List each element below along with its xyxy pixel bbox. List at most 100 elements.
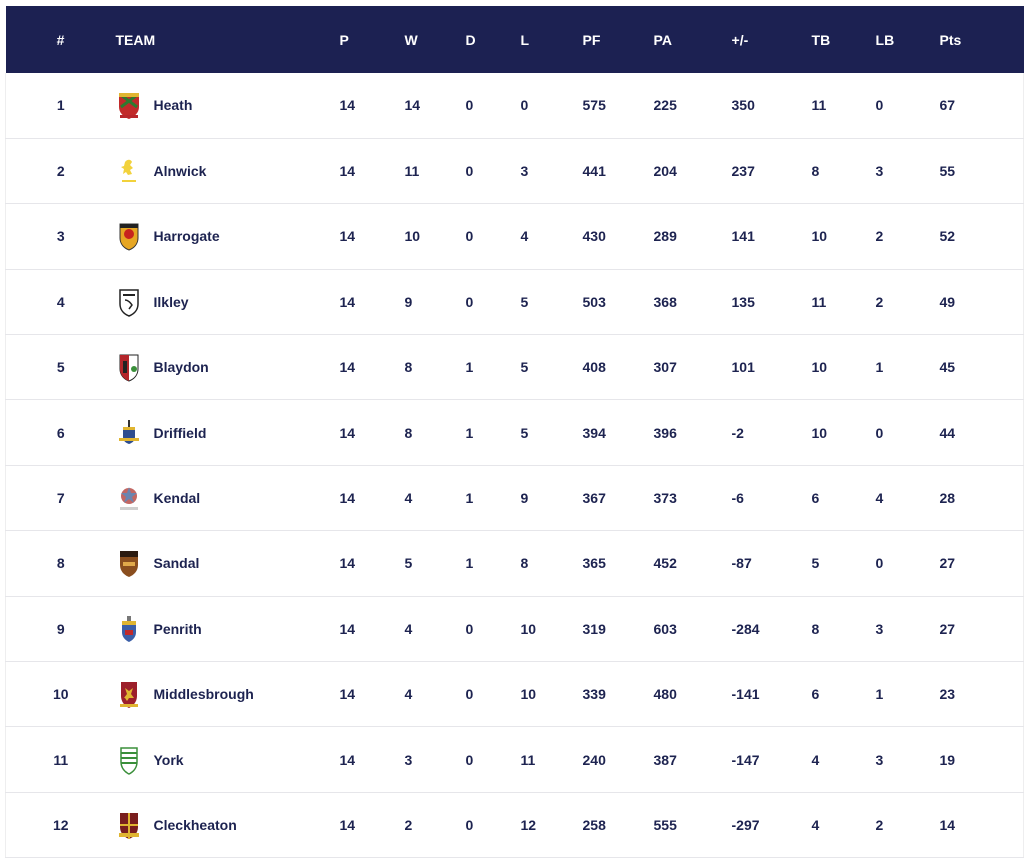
played-cell: 14 — [339, 490, 356, 507]
crest-cell — [116, 792, 154, 857]
drawn-cell: 1 — [465, 555, 474, 572]
played-cell: 14 — [339, 359, 356, 376]
try-bonus-cell: 6 — [811, 686, 820, 703]
table-row: 10 Middlesbrough 14 4 0 10 339 480 -141 6 1 23 — [5, 662, 1024, 727]
points-cell: 44 — [939, 424, 956, 441]
team-name-cell[interactable]: Penrith — [153, 620, 202, 637]
losing-bonus-cell: 0 — [875, 555, 884, 572]
team-name-cell[interactable]: Middlesbrough — [153, 686, 254, 703]
lost-cell: 10 — [520, 620, 537, 637]
played-cell: 14 — [339, 163, 356, 180]
lost-cell: 5 — [520, 293, 529, 310]
position-cell: 8 — [56, 555, 65, 572]
losing-bonus-cell: 0 — [875, 424, 884, 441]
alnwick-crest-icon — [116, 156, 142, 186]
table-row: 5 Blaydon 14 8 1 5 408 307 101 10 1 45 — [5, 335, 1024, 400]
lost-cell: 11 — [520, 751, 536, 768]
won-cell: 14 — [404, 97, 421, 114]
drawn-cell: 1 — [465, 424, 474, 441]
team-name-cell[interactable]: Blaydon — [153, 359, 209, 376]
points-against-cell: 368 — [653, 293, 677, 310]
losing-bonus-cell: 1 — [875, 359, 884, 376]
difference-cell: 101 — [731, 359, 755, 376]
drawn-cell: 1 — [465, 359, 474, 376]
won-cell: 8 — [404, 424, 413, 441]
table-row: 12 Cleckheaton 14 2 0 12 258 555 -297 4 2 14 — [5, 792, 1024, 858]
won-cell: 8 — [404, 359, 413, 376]
points-cell: 23 — [939, 686, 956, 703]
table-row: 7 Kendal 14 4 1 9 367 373 -6 6 4 28 — [5, 465, 1024, 531]
points-for-cell: 367 — [582, 490, 606, 507]
crest-cell — [116, 465, 154, 530]
crest-cell — [116, 662, 154, 727]
difference-cell: 135 — [731, 293, 755, 310]
played-cell: 14 — [339, 686, 356, 703]
losing-bonus-cell: 3 — [875, 620, 884, 637]
table-header: # TEAM P W D L PF PA +/- TB LB Pts — [5, 6, 1024, 73]
points-against-cell: 204 — [653, 163, 677, 180]
points-for-cell: 408 — [582, 359, 606, 376]
try-bonus-cell: 8 — [811, 163, 820, 180]
table-row: 2 Alnwick 14 11 0 3 441 204 237 8 3 55 — [5, 138, 1024, 204]
header-pos: # — [56, 31, 65, 48]
team-name-cell[interactable]: Kendal — [153, 490, 201, 507]
won-cell: 3 — [404, 751, 413, 768]
won-cell: 4 — [404, 620, 413, 637]
played-cell: 14 — [339, 751, 356, 768]
try-bonus-cell: 10 — [811, 359, 828, 376]
played-cell: 14 — [339, 620, 356, 637]
played-cell: 14 — [339, 228, 356, 245]
lost-cell: 12 — [520, 816, 537, 833]
team-name-cell[interactable]: York — [153, 751, 184, 768]
drawn-cell: 0 — [465, 686, 474, 703]
losing-bonus-cell: 2 — [875, 228, 884, 245]
team-name-cell[interactable]: Ilkley — [153, 293, 189, 310]
table-row: 11 York 14 3 0 11 240 387 -147 4 3 19 — [5, 727, 1024, 793]
crest-cell — [116, 596, 154, 661]
penrith-crest-icon — [116, 614, 142, 644]
won-cell: 10 — [404, 228, 421, 245]
points-cell: 67 — [939, 97, 956, 114]
points-for-cell: 240 — [582, 751, 606, 768]
try-bonus-cell: 4 — [811, 816, 820, 833]
drawn-cell: 0 — [465, 293, 474, 310]
try-bonus-cell: 5 — [811, 555, 820, 572]
drawn-cell: 0 — [465, 97, 474, 114]
points-cell: 45 — [939, 359, 956, 376]
position-cell: 4 — [56, 293, 65, 310]
points-for-cell: 430 — [582, 228, 606, 245]
header-points-against: PA — [653, 31, 672, 48]
lost-cell: 5 — [520, 359, 529, 376]
team-name-cell[interactable]: Harrogate — [153, 228, 220, 245]
position-cell: 11 — [53, 751, 69, 768]
table-body: 1 Heath 14 14 0 0 575 225 350 11 0 67 2 Alnwick 14 11 0 3… — [5, 73, 1024, 858]
drawn-cell: 1 — [465, 490, 474, 507]
difference-cell: 237 — [731, 163, 755, 180]
losing-bonus-cell: 3 — [875, 163, 884, 180]
team-name-cell[interactable]: Heath — [153, 97, 193, 114]
difference-cell: -284 — [731, 620, 760, 637]
drawn-cell: 0 — [465, 228, 474, 245]
points-against-cell: 307 — [653, 359, 677, 376]
position-cell: 7 — [56, 490, 65, 507]
header-team: TEAM — [115, 31, 156, 48]
losing-bonus-cell: 2 — [875, 816, 884, 833]
difference-cell: -2 — [731, 424, 744, 441]
losing-bonus-cell: 2 — [875, 293, 884, 310]
table-row: 8 Sandal 14 5 1 8 365 452 -87 5 0 27 — [5, 531, 1024, 597]
try-bonus-cell: 11 — [811, 293, 827, 310]
team-name-cell[interactable]: Driffield — [153, 424, 207, 441]
played-cell: 14 — [339, 293, 356, 310]
won-cell: 11 — [404, 163, 420, 180]
team-name-cell[interactable]: Cleckheaton — [153, 816, 237, 833]
points-against-cell: 225 — [653, 97, 677, 114]
header-row: # TEAM P W D L PF PA +/- TB LB Pts — [5, 6, 1024, 73]
points-for-cell: 503 — [582, 293, 606, 310]
losing-bonus-cell: 1 — [875, 686, 884, 703]
team-name-cell[interactable]: Sandal — [153, 555, 200, 572]
team-name-cell[interactable]: Alnwick — [153, 163, 207, 180]
points-against-cell: 373 — [653, 490, 677, 507]
crest-cell — [116, 73, 154, 138]
points-for-cell: 575 — [582, 97, 606, 114]
lost-cell: 5 — [520, 424, 529, 441]
